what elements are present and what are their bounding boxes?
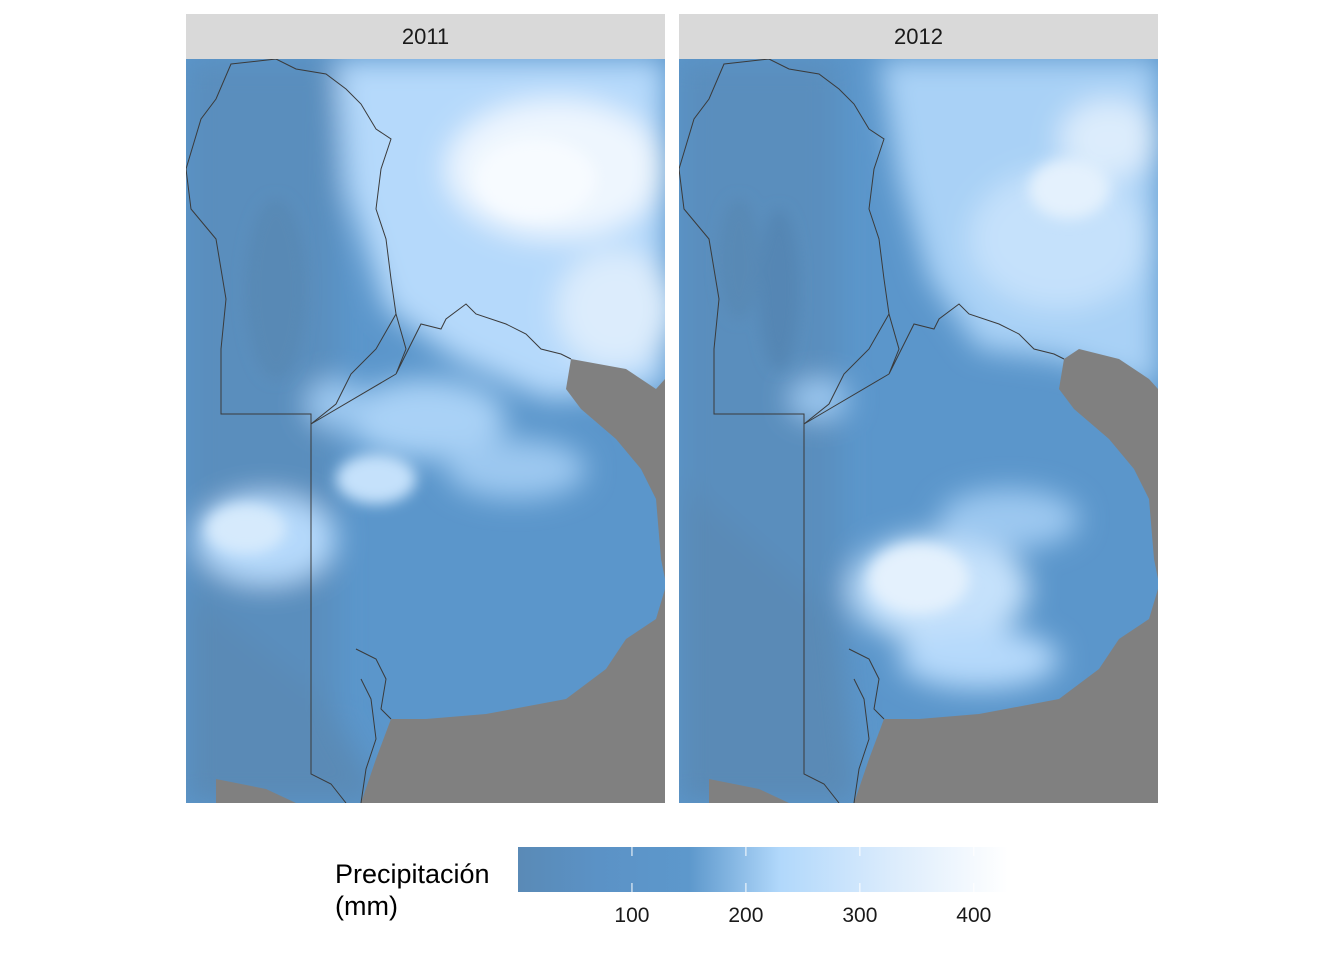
facet-label-2012: 2012 [894,23,943,49]
legend-tick-label: 300 [842,904,878,927]
legend-colorbar [518,847,1008,892]
legend-tickmarks [631,847,975,892]
precip-detail-2012 [719,159,1109,614]
ocean-southwest-2011 [216,779,296,803]
legend-title: Precipitación (mm) [335,858,490,922]
facet-strip-2011: 2011 [186,14,665,59]
legend-colorbar-fill [518,847,1008,892]
legend-tick-labels: 100 200 300 400 [518,900,1008,940]
facet-panel-2012: 2012 [679,14,1158,803]
province-boundaries-2011 [186,59,572,803]
province-boundaries-2012 [679,59,1065,803]
precip-detail-2011 [206,139,596,554]
ocean-northeast-2012 [1059,349,1158,579]
facet-strip-2012: 2012 [679,14,1158,59]
ocean-south-2011 [361,589,665,803]
facet-label-2011: 2011 [401,23,450,49]
ocean-northeast-2011 [566,359,665,579]
legend-tick-label: 200 [728,904,764,927]
legend-tick-label: 400 [956,904,992,927]
facet-panel-2011: 2011 [186,14,665,803]
precipitation-map-2011 [186,59,665,803]
legend-title-line1: Precipitación [335,859,490,889]
ocean-south-2012 [854,589,1158,803]
legend-tick-label: 100 [614,904,650,927]
legend-title-line2: (mm) [335,891,398,921]
ocean-southwest-2012 [709,779,789,803]
precipitation-map-2012 [679,59,1158,803]
